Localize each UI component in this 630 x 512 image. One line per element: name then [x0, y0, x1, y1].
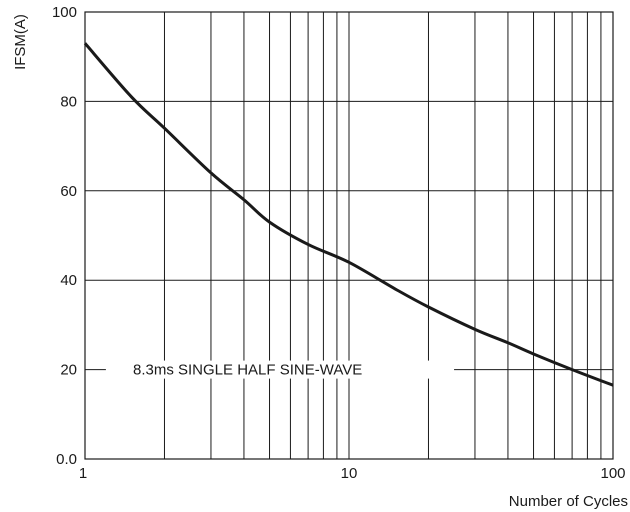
tick-labels: 0.0 20 40 60 80 100 1 10 100: [52, 4, 626, 482]
y-axis-label: IFSM(A): [12, 14, 29, 70]
y-tick-label: 80: [60, 93, 77, 110]
annotation-background: [105, 360, 455, 379]
y-tick-label: 100: [52, 4, 77, 21]
y-tick-label: 20: [60, 362, 77, 379]
y-tick-label: 40: [60, 272, 77, 289]
x-tick-label: 100: [600, 465, 625, 482]
grid-lines: [85, 12, 613, 459]
x-tick-label: 10: [341, 465, 358, 482]
plot-frame: [84, 11, 614, 460]
annotation-text: 8.3ms SINGLE HALF SINE-WAVE: [133, 362, 362, 379]
ifsm-curve: [83, 42, 614, 387]
x-axis-label: Number of Cycles: [509, 493, 628, 510]
y-tick-label: 0.0: [56, 451, 77, 468]
y-tick-label: 60: [60, 183, 77, 200]
annotation-box: 8.3ms SINGLE HALF SINE-WAVE: [105, 360, 455, 379]
x-tick-label: 1: [79, 465, 87, 482]
